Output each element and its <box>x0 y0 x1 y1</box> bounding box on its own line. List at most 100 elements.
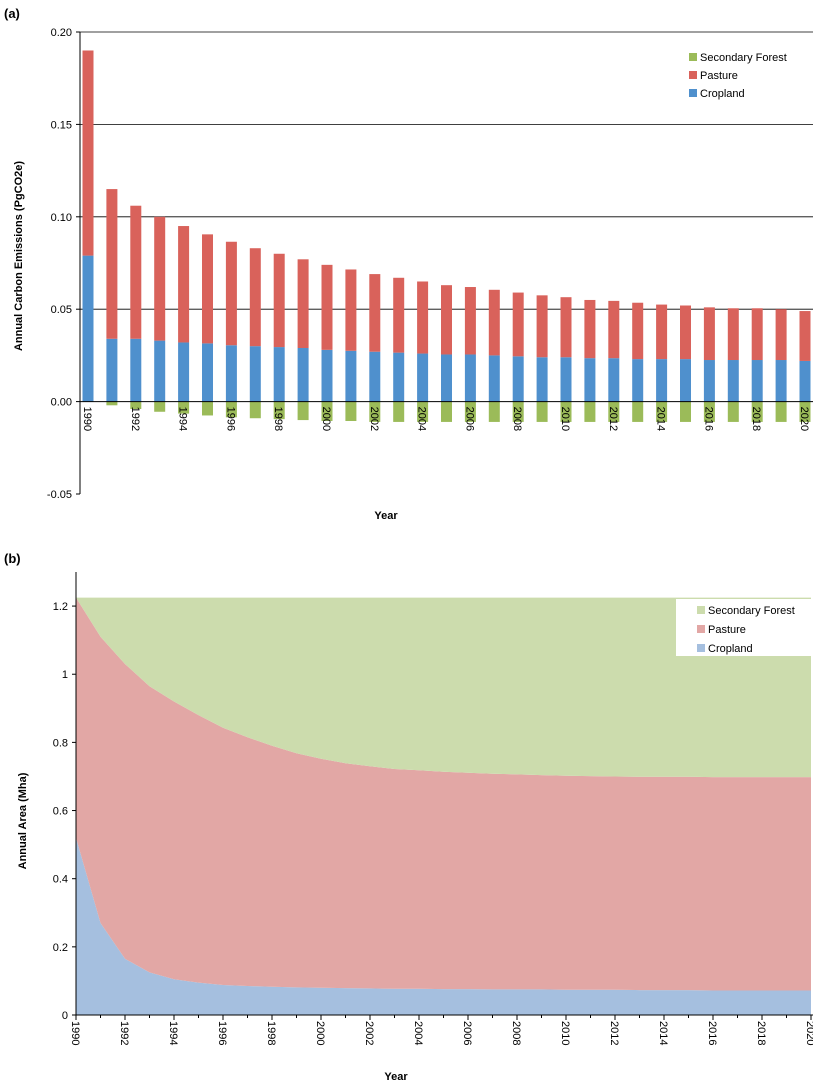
x-tick-label-1994: 1994 <box>167 1021 179 1045</box>
x-tick-label-2010: 2010 <box>559 407 571 431</box>
bar-pasture-2017 <box>727 308 739 361</box>
bar-secondary-forest-2008 <box>512 401 524 422</box>
panel-b-axes <box>72 572 813 1020</box>
bar-pasture-2001 <box>345 269 357 351</box>
bar-secondary-forest-2013 <box>632 401 644 422</box>
bar-secondary-forest-1992 <box>130 401 142 409</box>
x-tick-label-2014: 2014 <box>657 1021 669 1045</box>
panel-a-legend: Secondary Forest Pasture Cropland <box>689 52 787 100</box>
bar-secondary-forest-1991 <box>106 401 118 406</box>
panel-b-label: (b) <box>4 551 21 566</box>
bar-pasture-1992 <box>130 205 142 339</box>
bar-secondary-forest-2019 <box>775 401 787 422</box>
panel-a-y-axis-title: Annual Carbon Emissions (PgCO2e) <box>13 161 25 351</box>
bar-cropland-2016 <box>703 360 715 402</box>
bar-cropland-2015 <box>680 359 691 402</box>
x-tick-label-1998: 1998 <box>272 407 284 431</box>
bar-pasture-1999 <box>297 259 309 349</box>
x-tick-label-1994: 1994 <box>177 407 189 431</box>
x-tick-label-2020: 2020 <box>804 1021 813 1045</box>
bar-pasture-2013 <box>632 302 644 360</box>
panel-b-y-axis-title: Annual Area (Mha) <box>17 772 29 869</box>
legend-label-secondary-forest: Secondary Forest <box>708 605 795 617</box>
bar-cropland-2000 <box>321 349 333 402</box>
bar-secondary-forest-2012 <box>608 401 620 422</box>
bar-cropland-2012 <box>608 358 620 402</box>
bar-secondary-forest-2004 <box>417 401 429 422</box>
bar-cropland-1992 <box>130 338 142 402</box>
bar-pasture-2003 <box>393 277 405 353</box>
bar-cropland-2004 <box>417 353 429 402</box>
panel-b-areas <box>76 597 811 1015</box>
bar-pasture-1996 <box>225 241 237 346</box>
bar-pasture-2009 <box>536 295 548 358</box>
bar-pasture-2018 <box>751 308 763 361</box>
bar-secondary-forest-2001 <box>345 401 357 422</box>
bar-pasture-2007 <box>488 289 500 356</box>
x-tick-label-2000: 2000 <box>320 407 332 431</box>
x-tick-label-2014: 2014 <box>655 407 667 431</box>
bar-pasture-2002 <box>369 274 381 352</box>
bar-secondary-forest-2020 <box>799 401 811 422</box>
bar-cropland-2007 <box>488 355 500 402</box>
x-tick-label-2008: 2008 <box>511 407 523 431</box>
x-tick-label-2012: 2012 <box>607 407 619 431</box>
y-tick-label-0-20: 0.20 <box>51 27 72 39</box>
y-tick-label-0-00: 0.00 <box>51 397 72 409</box>
x-tick-label-1990: 1990 <box>69 1021 81 1045</box>
y-tick-label-1-2: 1.2 <box>53 601 68 613</box>
bar-secondary-forest-2011 <box>584 401 596 422</box>
bar-cropland-1994 <box>178 342 190 402</box>
bar-cropland-2018 <box>751 360 763 402</box>
bar-secondary-forest-1999 <box>297 401 309 421</box>
bar-secondary-forest-2017 <box>727 401 739 422</box>
y-tick-label-0-2: 0.2 <box>53 942 68 954</box>
bar-secondary-forest-2000 <box>321 401 333 422</box>
bar-secondary-forest-2002 <box>369 401 381 422</box>
bar-cropland-1997 <box>249 346 261 402</box>
bar-secondary-forest-2016 <box>703 401 715 422</box>
bar-cropland-1999 <box>297 348 309 402</box>
bar-cropland-2013 <box>632 359 644 402</box>
bar-secondary-forest-2018 <box>751 401 763 422</box>
y-tick-label-0-15: 0.15 <box>51 119 72 131</box>
legend-label-cropland: Cropland <box>700 88 745 100</box>
bar-secondary-forest-2015 <box>680 401 691 422</box>
x-tick-label-2012: 2012 <box>608 1021 620 1045</box>
panel-b-x-ticks: 1990 1992 1994 1996 1998 2000 2002 2004 2006 2008… <box>69 1021 813 1045</box>
bar-secondary-forest-1997 <box>249 401 261 419</box>
y-tick-label-0-4: 0.4 <box>53 874 68 886</box>
x-tick-label-2020: 2020 <box>798 407 810 431</box>
bar-pasture-2011 <box>584 299 596 359</box>
x-tick-label-1996: 1996 <box>224 407 236 431</box>
y-tick-label-0-8: 0.8 <box>53 737 68 749</box>
panel-a-y-ticks: 0.20 0.15 0.10 0.05 0.00 -0.05 <box>47 27 72 501</box>
bar-cropland-1993 <box>154 340 166 402</box>
bar-cropland-1998 <box>273 347 285 402</box>
bar-secondary-forest-2009 <box>536 401 548 422</box>
bar-cropland-2020 <box>799 360 811 402</box>
bar-pasture-1994 <box>178 226 190 343</box>
legend-swatch-secondary-forest <box>697 606 705 614</box>
legend-swatch-cropland <box>697 644 705 652</box>
panel-b-x-axis-title: Year <box>384 1071 408 1083</box>
area-secondary-forest <box>76 597 811 778</box>
x-tick-label-2016: 2016 <box>702 407 714 431</box>
bar-pasture-1997 <box>249 248 261 347</box>
bar-secondary-forest-1994 <box>178 401 190 414</box>
legend-label-cropland: Cropland <box>708 643 753 655</box>
y-tick-label-0: 0 <box>62 1010 68 1022</box>
bar-pasture-2019 <box>775 309 787 361</box>
bar-secondary-forest-2005 <box>441 401 452 422</box>
x-tick-label-1992: 1992 <box>118 1021 130 1045</box>
bar-cropland-2001 <box>345 350 357 402</box>
bar-cropland-2011 <box>584 358 596 402</box>
x-tick-label-2016: 2016 <box>706 1021 718 1045</box>
legend-swatch-secondary-forest <box>689 53 697 61</box>
bar-secondary-forest-1998 <box>273 401 285 420</box>
legend-swatch-pasture <box>697 625 705 633</box>
x-tick-label-2006: 2006 <box>463 407 475 431</box>
x-tick-label-2004: 2004 <box>416 407 428 431</box>
